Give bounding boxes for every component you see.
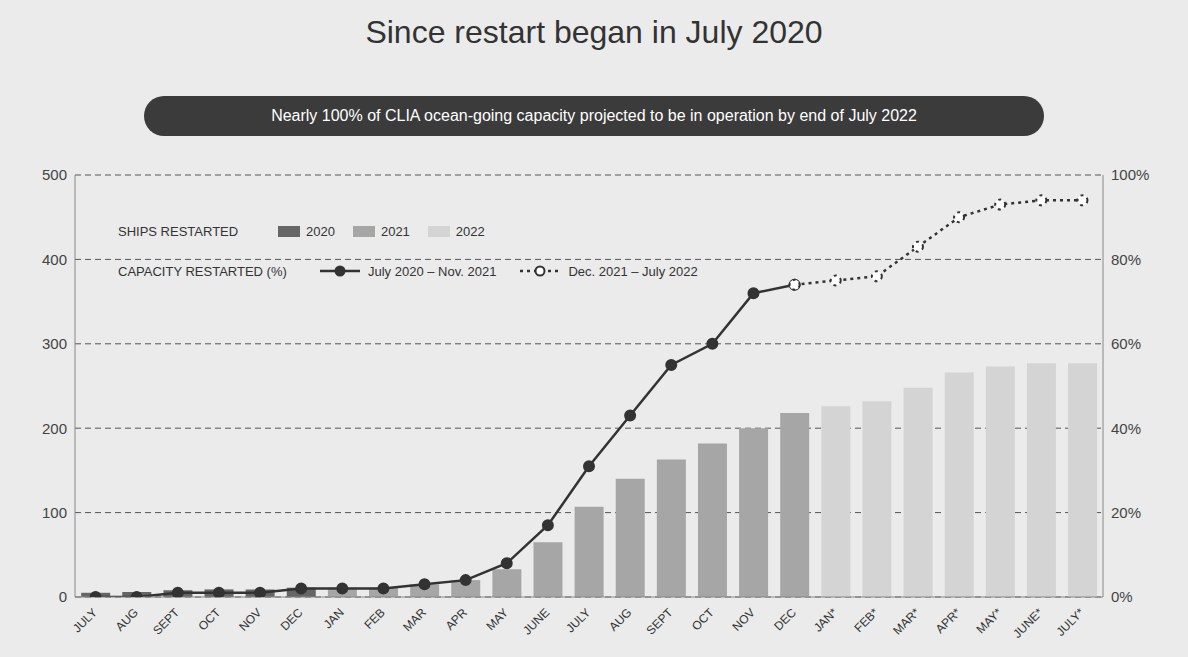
- svg-text:DEC: DEC: [771, 605, 799, 633]
- svg-text:SEPT: SEPT: [644, 605, 677, 638]
- svg-text:80%: 80%: [1111, 251, 1141, 268]
- html-text:2020: 2020: [306, 223, 335, 239]
- svg-text:MAY: MAY: [483, 605, 511, 633]
- svg-text:500: 500: [42, 166, 67, 183]
- svg-text:FEB: FEB: [361, 605, 387, 631]
- svg-text:JAN*: JAN*: [811, 605, 840, 634]
- svg-text:APR: APR: [443, 605, 471, 633]
- svg-text:100%: 100%: [1111, 166, 1149, 183]
- svg-text:400: 400: [42, 251, 67, 268]
- svg-text:FEB*: FEB*: [851, 605, 881, 635]
- svg-text:20%: 20%: [1111, 504, 1141, 521]
- svg-text:0: 0: [59, 588, 67, 605]
- svg-text:AUG: AUG: [606, 605, 634, 633]
- svg-text:MAY*: MAY*: [974, 605, 1005, 636]
- svg-text:40%: 40%: [1111, 420, 1141, 437]
- svg-text:APR*: APR*: [933, 605, 964, 636]
- html-text:CAPACITY RESTARTED (%): CAPACITY RESTARTED (%): [118, 263, 287, 279]
- html-text:Dec. 2021 – July 2022: Dec. 2021 – July 2022: [568, 263, 698, 279]
- svg-text:0%: 0%: [1111, 588, 1133, 605]
- html-text:Nearly 100% of CLIA ocean-goin: Nearly 100% of CLIA ocean-going capacity…: [271, 107, 917, 124]
- html-text:2021: 2021: [380, 223, 410, 239]
- svg-text:SEPT: SEPT: [150, 605, 183, 638]
- svg-text:300: 300: [42, 335, 67, 352]
- svg-text:JULY: JULY: [70, 605, 100, 635]
- svg-text:MAR*: MAR*: [890, 605, 922, 637]
- svg-text:JULY*: JULY*: [1053, 605, 1087, 639]
- svg-text:DEC: DEC: [278, 605, 306, 633]
- html-text:2022: 2022: [455, 223, 485, 239]
- svg-text:JULY: JULY: [563, 605, 593, 635]
- html-text:July 2020 – Nov. 2021: July 2020 – Nov. 2021: [368, 263, 497, 279]
- svg-text:JUNE*: JUNE*: [1010, 605, 1046, 641]
- svg-text:JUNE: JUNE: [520, 605, 552, 637]
- svg-text:200: 200: [42, 420, 67, 437]
- svg-text:OCT: OCT: [689, 605, 717, 633]
- html-text:Since restart began in July 20: Since restart began in July 2020: [365, 14, 823, 50]
- svg-text:AUG: AUG: [113, 605, 141, 633]
- svg-text:JAN: JAN: [321, 605, 347, 631]
- svg-text:NOV: NOV: [730, 605, 758, 633]
- svg-text:60%: 60%: [1111, 335, 1141, 352]
- svg-text:MAR: MAR: [400, 605, 429, 634]
- html-text:SHIPS RESTARTED: SHIPS RESTARTED: [118, 223, 239, 239]
- svg-text:NOV: NOV: [236, 605, 264, 633]
- svg-text:OCT: OCT: [195, 605, 223, 633]
- svg-text:100: 100: [42, 504, 67, 521]
